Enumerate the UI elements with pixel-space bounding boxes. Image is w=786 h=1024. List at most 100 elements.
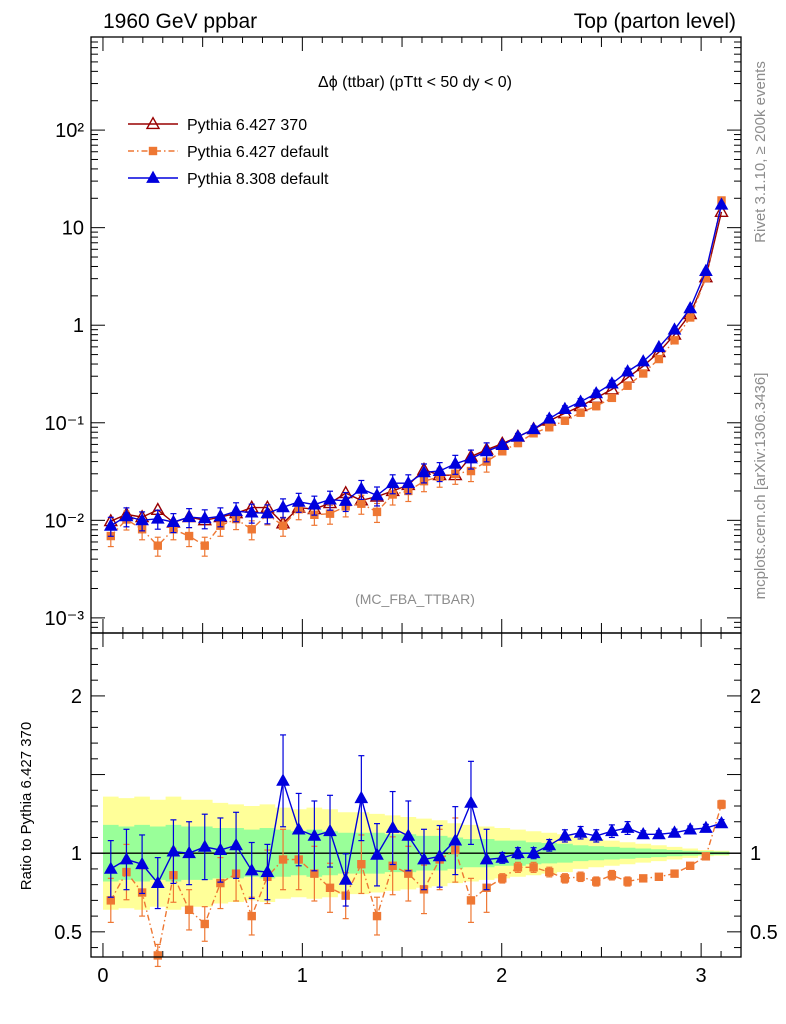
ratio-point-pythia-8-308-default: [495, 850, 510, 863]
ratio-point-pythia-6-427-default: [654, 872, 664, 881]
main-point-pythia-6-427-default: [623, 381, 632, 390]
main-line-pythia-6-427-default: [110, 200, 723, 547]
ratio-ylabel: Ratio to Pythia 6.427 370: [18, 722, 35, 890]
main-point-pythia-8-308-default: [464, 451, 478, 464]
main-point-pythia-6-427-default: [607, 393, 617, 403]
ratio-point-pythia-8-308-default: [182, 845, 196, 859]
ratio-point-pythia-8-308-default: [448, 833, 463, 846]
main-point-pythia-6-427-default: [278, 521, 288, 530]
main-point-pythia-8-308-default: [197, 510, 212, 524]
main-point-pythia-8-308-default: [620, 364, 635, 377]
main-series-pythia-8-308-default: [103, 197, 729, 537]
ratio-point-pythia-8-308-default: [589, 828, 604, 841]
main-point-pythia-8-308-default: [385, 475, 400, 489]
ratio-point-pythia-8-308-default: [417, 852, 431, 865]
main-ytick-label: 1: [73, 315, 84, 337]
ratio-ytick-label-right: 1: [750, 843, 761, 865]
main-point-pythia-8-308-default: [103, 518, 118, 531]
ratio-point-pythia-8-308-default: [401, 828, 416, 841]
main-point-pythia-6-427-default: [372, 507, 382, 517]
main-point-pythia-8-308-default: [589, 386, 604, 399]
ratio-xtick-label: 0: [97, 965, 108, 987]
ratio-point-pythia-8-308-default: [276, 773, 290, 786]
main-point-pythia-8-308-default: [448, 456, 463, 469]
ratio-point-pythia-8-308-default: [385, 820, 400, 833]
ratio-point-pythia-6-427-default: [685, 861, 695, 870]
ratio-xtick-label: 2: [496, 965, 507, 987]
ratio-point-pythia-6-427-default: [357, 860, 366, 869]
ratio-xtick-label: 3: [696, 965, 707, 987]
ratio-point-pythia-8-308-default: [291, 822, 306, 835]
legend-marker-pythia-6-427-370: [145, 116, 161, 130]
ratio-point-pythia-8-308-default: [103, 861, 118, 874]
ratio-point-pythia-8-308-default: [323, 823, 337, 837]
main-point-pythia-8-308-default: [714, 197, 729, 210]
ratio-point-pythia-6-427-default: [576, 872, 585, 881]
ratio-point-pythia-6-427-default: [560, 874, 570, 883]
ratio-line-pythia-6-427-default: [110, 804, 723, 956]
main-point-pythia-8-308-default: [699, 263, 713, 276]
ratio-point-pythia-6-427-default: [200, 919, 209, 929]
legend-label-pythia-6-427-default: Pythia 6.427 default: [187, 144, 329, 161]
header-left-label: 1960 GeV ppbar: [103, 10, 257, 33]
main-point-pythia-6-427-default: [701, 273, 711, 283]
main-panel-title: Δϕ (ttbar) (pTtt < 50 dy < 0): [318, 74, 512, 91]
main-point-pythia-8-308-default: [636, 354, 651, 367]
ratio-point-pythia-6-427-default: [607, 871, 617, 880]
main-point-pythia-6-427-default: [560, 416, 570, 425]
main-plot-area: 10⁻³ 10⁻² 10⁻¹ 1 10 10²: [45, 36, 742, 634]
legend-item-pythia-6-427-default: Pythia 6.427 default: [128, 144, 329, 161]
ratio-point-pythia-8-308-default: [479, 852, 494, 865]
main-point-pythia-8-308-default: [244, 505, 259, 518]
main-point-pythia-8-308-default: [401, 475, 416, 489]
ratio-point-pythia-8-308-default: [714, 815, 729, 829]
main-point-pythia-8-308-default: [150, 511, 165, 524]
ratio-line-pythia-8-308-default: [110, 780, 722, 885]
ratio-point-pythia-6-427-default: [184, 905, 194, 915]
ratio-point-pythia-6-427-default: [216, 878, 225, 888]
ratio-point-pythia-8-308-default: [636, 826, 651, 840]
ratio-point-pythia-6-427-default: [466, 896, 476, 905]
ratio-point-pythia-8-308-default: [135, 856, 149, 870]
main-ytick-label: 10⁻²: [45, 510, 85, 532]
ratio-point-pythia-8-308-default: [338, 872, 353, 885]
ratio-ytick-label-left: 0.5: [54, 922, 82, 944]
mcplots-label: mcplots.cern.ch [arXiv:1306.3436]: [752, 373, 769, 600]
main-point-pythia-8-308-default: [652, 339, 666, 353]
main-point-pythia-8-308-default: [479, 443, 494, 457]
main-point-pythia-8-308-default: [260, 505, 275, 519]
main-point-pythia-8-308-default: [276, 499, 290, 513]
main-point-pythia-8-308-default: [213, 508, 228, 522]
ratio-point-pythia-6-427-default: [701, 852, 711, 861]
main-point-pythia-8-308-default: [291, 494, 306, 507]
legend-item-pythia-6-427-370: Pythia 6.427 370: [128, 116, 307, 134]
main-point-pythia-6-427-default: [592, 401, 601, 411]
ratio-point-pythia-8-308-default: [229, 837, 243, 851]
ratio-point-pythia-8-308-default: [620, 820, 635, 833]
ratio-point-pythia-8-308-default: [699, 820, 713, 833]
main-ytick-label: 10: [62, 218, 84, 240]
ratio-point-pythia-8-308-default: [464, 795, 478, 808]
analysis-label: (MC_FBA_TTBAR): [355, 591, 475, 607]
ratio-ytick-label-left: 1: [71, 843, 82, 865]
ratio-point-pythia-6-427-default: [372, 911, 382, 921]
ratio-frame: [90, 632, 742, 958]
legend-item-pythia-8-308-default: Pythia 8.308 default: [128, 170, 329, 188]
legend: Pythia 6.427 370 Pythia 6.427 default Pyth…: [128, 116, 329, 188]
ratio-point-pythia-6-427-default: [545, 867, 554, 877]
ratio-point-pythia-6-427-default: [153, 951, 162, 960]
rivet-label: Rivet 3.1.10, ≥ 200k events: [752, 61, 769, 243]
main-point-pythia-6-427-default: [357, 499, 366, 508]
ratio-point-pythia-6-427-default: [670, 869, 679, 878]
main-point-pythia-6-427-default: [513, 438, 523, 448]
main-point-pythia-8-308-default: [573, 394, 588, 407]
main-point-pythia-6-427-default: [685, 313, 695, 322]
ratio-point-pythia-6-427-default: [623, 877, 632, 886]
ratio-ytick-label-left: 2: [71, 686, 82, 708]
main-point-pythia-8-308-default: [417, 465, 431, 478]
ratio-plot-area: 0 1 2 3 0.5 0.5 1 1 2 2: [54, 632, 778, 987]
main-point-pythia-8-308-default: [558, 401, 572, 414]
main-point-pythia-8-308-default: [166, 514, 181, 527]
ratio-xtick-label: 1: [297, 965, 308, 987]
